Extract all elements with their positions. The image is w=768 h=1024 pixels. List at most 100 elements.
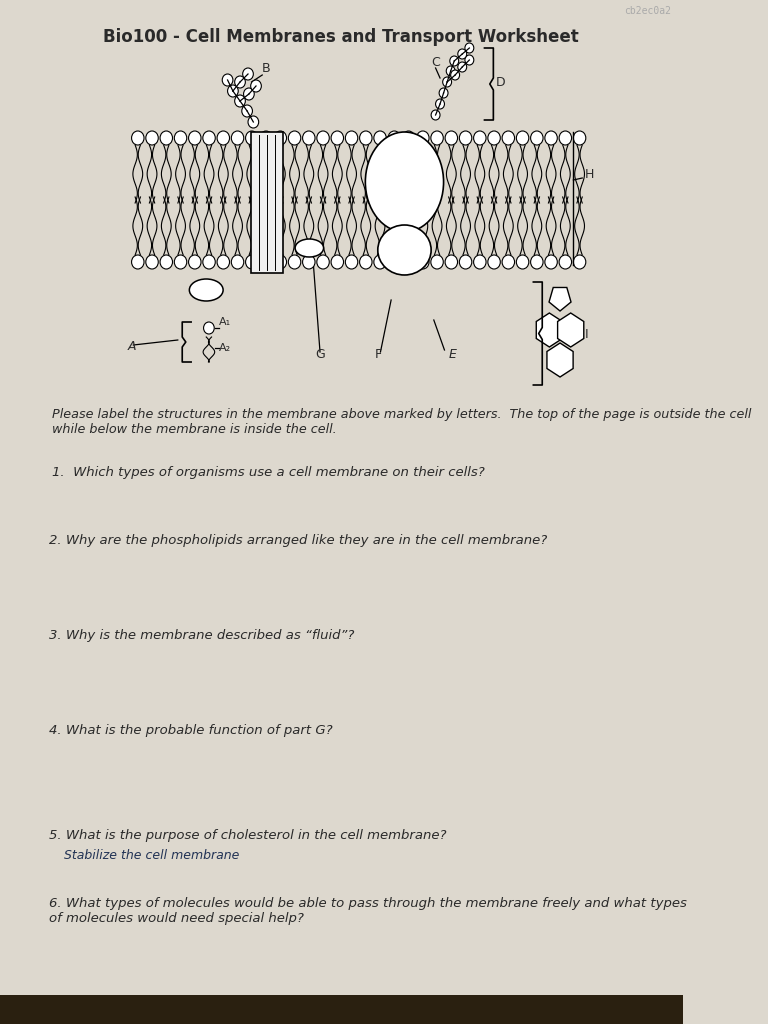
Circle shape [235, 95, 245, 106]
Circle shape [346, 255, 358, 269]
Circle shape [502, 255, 515, 269]
Text: Bio100 - Cell Membranes and Transport Worksheet: Bio100 - Cell Membranes and Transport Wo… [104, 28, 579, 46]
Circle shape [346, 131, 358, 145]
Circle shape [416, 255, 429, 269]
Circle shape [288, 131, 301, 145]
Circle shape [458, 49, 467, 59]
Circle shape [242, 105, 253, 117]
Circle shape [317, 255, 329, 269]
Text: Stabilize the cell membrane: Stabilize the cell membrane [64, 849, 240, 862]
Circle shape [260, 131, 273, 145]
Circle shape [502, 131, 515, 145]
Circle shape [450, 56, 458, 66]
Circle shape [545, 131, 558, 145]
Circle shape [160, 131, 173, 145]
Text: C: C [431, 55, 440, 69]
Circle shape [217, 255, 230, 269]
Circle shape [131, 131, 144, 145]
Circle shape [250, 80, 261, 92]
Circle shape [160, 255, 173, 269]
Circle shape [231, 131, 243, 145]
Text: E: E [449, 348, 457, 361]
Circle shape [359, 255, 372, 269]
Circle shape [435, 99, 445, 109]
Circle shape [331, 131, 343, 145]
Circle shape [235, 76, 245, 88]
Circle shape [446, 66, 455, 76]
Circle shape [416, 131, 429, 145]
Circle shape [189, 255, 201, 269]
Circle shape [442, 77, 452, 87]
Text: 2. Why are the phospholipids arranged like they are in the cell membrane?: 2. Why are the phospholipids arranged li… [49, 534, 547, 547]
Circle shape [439, 88, 448, 98]
Polygon shape [536, 313, 562, 347]
Circle shape [131, 255, 144, 269]
Circle shape [274, 131, 286, 145]
Circle shape [445, 255, 458, 269]
Text: A₁: A₁ [219, 317, 231, 327]
Polygon shape [558, 313, 584, 347]
Circle shape [388, 255, 401, 269]
Text: 1.  Which types of organisms use a cell membrane on their cells?: 1. Which types of organisms use a cell m… [51, 466, 485, 479]
Circle shape [243, 88, 254, 100]
Circle shape [246, 255, 258, 269]
Text: 5. What is the purpose of cholesterol in the cell membrane?: 5. What is the purpose of cholesterol in… [49, 829, 446, 842]
Circle shape [574, 255, 586, 269]
Circle shape [146, 255, 158, 269]
Polygon shape [547, 343, 573, 377]
Circle shape [203, 255, 215, 269]
Circle shape [474, 131, 486, 145]
Circle shape [217, 131, 230, 145]
Bar [250, 132, 283, 273]
Circle shape [574, 131, 586, 145]
Circle shape [189, 131, 201, 145]
Text: Please label the structures in the membrane above marked by letters.  The top of: Please label the structures in the membr… [51, 408, 751, 436]
Circle shape [146, 131, 158, 145]
Circle shape [274, 255, 286, 269]
Circle shape [458, 62, 467, 72]
Circle shape [516, 131, 529, 145]
Circle shape [317, 131, 329, 145]
Circle shape [445, 131, 458, 145]
Circle shape [531, 131, 543, 145]
Circle shape [531, 255, 543, 269]
Circle shape [231, 255, 243, 269]
Circle shape [174, 255, 187, 269]
Circle shape [465, 55, 474, 65]
Circle shape [248, 116, 259, 128]
Circle shape [359, 131, 372, 145]
Circle shape [260, 255, 273, 269]
Circle shape [431, 110, 440, 120]
Circle shape [516, 255, 529, 269]
Circle shape [243, 68, 253, 80]
Ellipse shape [378, 225, 431, 275]
Circle shape [402, 131, 415, 145]
Ellipse shape [190, 279, 223, 301]
Circle shape [474, 255, 486, 269]
Circle shape [459, 255, 472, 269]
Text: G: G [316, 348, 326, 361]
Text: 4. What is the probable function of part G?: 4. What is the probable function of part… [49, 724, 333, 737]
Circle shape [227, 85, 238, 97]
Circle shape [288, 255, 301, 269]
Ellipse shape [366, 132, 444, 232]
Circle shape [559, 255, 571, 269]
Circle shape [303, 255, 315, 269]
Circle shape [402, 255, 415, 269]
Text: D: D [496, 76, 505, 88]
Circle shape [331, 255, 343, 269]
Text: B: B [262, 61, 271, 75]
Circle shape [374, 131, 386, 145]
Circle shape [459, 131, 472, 145]
Circle shape [545, 255, 558, 269]
Text: A: A [128, 341, 137, 353]
Circle shape [246, 131, 258, 145]
Circle shape [488, 255, 500, 269]
Circle shape [303, 131, 315, 145]
Text: F: F [375, 348, 382, 361]
Text: cb2ec0a2: cb2ec0a2 [624, 6, 671, 16]
Circle shape [431, 255, 443, 269]
Circle shape [559, 131, 571, 145]
Text: I: I [585, 329, 588, 341]
Text: H: H [585, 169, 594, 181]
